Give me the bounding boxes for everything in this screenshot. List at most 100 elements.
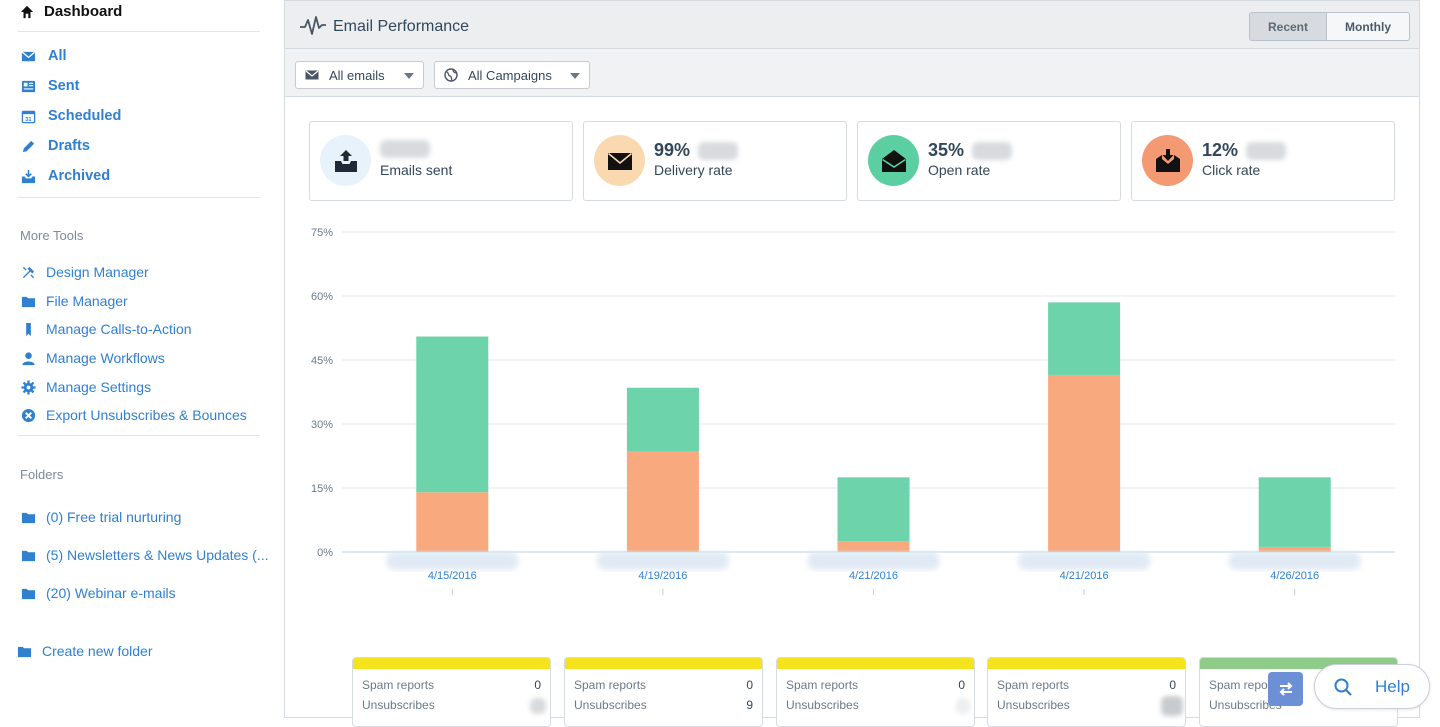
filter-bar: All emails All Campaigns: [285, 49, 1419, 97]
folder-item[interactable]: (5) Newsletters & News Updates (...: [20, 547, 269, 563]
dashboard-label: Dashboard: [44, 3, 123, 20]
toggle-recent-button[interactable]: Recent: [1249, 12, 1327, 41]
stat-label: Open rate: [928, 162, 991, 178]
sidebar-item-drafts[interactable]: Drafts: [20, 138, 90, 154]
redacted-email-name: [1228, 552, 1361, 570]
sidebar: Dashboard All Sent 31 Scheduled Drafts A…: [0, 0, 280, 718]
folder-item[interactable]: (20) Webinar e-mails: [20, 585, 176, 601]
stat-label: Click rate: [1202, 162, 1261, 178]
y-tick-label: 15%: [311, 483, 333, 495]
spam-reports-value: 0: [958, 678, 965, 692]
folder-label: (0) Free trial nurturing: [46, 509, 182, 525]
spam-reports-value: 0: [1169, 678, 1176, 692]
bar: [1048, 374, 1121, 552]
folder-icon: [20, 293, 36, 309]
spam-reports-label: Spam reports: [786, 678, 859, 692]
sidebar-tool-settings[interactable]: Manage Settings: [20, 379, 151, 395]
performance-chart: 75% 60% 45% 30% 15% 0% 4/15/2016 4/19/2016 4/21/…: [311, 227, 1395, 595]
email-stats-box[interactable]: Spam reports 0 Unsubscribes: [776, 657, 975, 727]
svg-text:31: 31: [25, 117, 31, 123]
help-button[interactable]: Help: [1314, 664, 1430, 709]
y-tick-label: 75%: [311, 227, 333, 239]
folder-icon: [20, 547, 36, 563]
status-band: [1200, 658, 1397, 669]
bar: [626, 451, 699, 552]
envelope-closed-icon: [607, 152, 632, 170]
sidebar-tool-export[interactable]: Export Unsubscribes & Bounces: [20, 407, 247, 423]
folder-label: (5) Newsletters & News Updates (...: [46, 547, 269, 563]
create-folder-label: Create new folder: [42, 643, 153, 659]
panel-title: Email Performance: [333, 18, 470, 35]
campaign-filter-dropdown[interactable]: All Campaigns: [434, 61, 590, 89]
folder-icon: [20, 509, 36, 525]
sidebar-item-label: Archived: [48, 168, 111, 184]
caret-down-icon: [404, 73, 414, 79]
folder-label: (20) Webinar e-mails: [46, 585, 176, 601]
sidebar-tool-file-manager[interactable]: File Manager: [20, 293, 128, 309]
help-label: Help: [1375, 676, 1410, 696]
stat-card-emails-sent: Emails sent: [309, 121, 573, 201]
stat-circle: [1142, 135, 1193, 186]
sidebar-item-label: File Manager: [46, 293, 128, 309]
bar: [416, 492, 489, 552]
caret-down-icon: [570, 73, 580, 79]
folder-item[interactable]: (0) Free trial nurturing: [20, 509, 181, 525]
stat-label: Delivery rate: [654, 162, 733, 178]
x-tick-label: 4/21/2016: [849, 570, 898, 582]
status-band: [565, 658, 762, 669]
stat-card-delivery-rate: 99% Delivery rate: [583, 121, 847, 201]
unsubscribes-label: Unsubscribes: [1209, 698, 1282, 712]
envelope-open-icon: [881, 149, 906, 172]
redacted-value: [1161, 696, 1183, 716]
newspaper-icon: [20, 78, 36, 94]
sidebar-tool-ctas[interactable]: Manage Calls-to-Action: [20, 321, 192, 337]
swap-arrows-icon: [1279, 682, 1292, 696]
stat-label: Emails sent: [380, 162, 453, 178]
sidebar-item-label: Manage Workflows: [46, 350, 165, 366]
home-icon: [20, 5, 34, 18]
inbox-upload-icon: [334, 149, 357, 172]
y-tick-label: 60%: [311, 291, 333, 303]
bar: [626, 387, 699, 452]
email-stats-box[interactable]: Spam reports 0 Unsubscribes 9: [564, 657, 763, 727]
search-icon: [1334, 678, 1352, 696]
email-stats-box[interactable]: Spam reports 0 Unsubscribes: [987, 657, 1186, 727]
bar: [416, 336, 489, 493]
stat-circle: [320, 135, 371, 186]
sidebar-item-sent[interactable]: Sent: [20, 78, 79, 94]
bar: [1258, 477, 1331, 547]
email-filter-dropdown[interactable]: All emails: [295, 61, 424, 89]
email-stats-box[interactable]: Spam reports 0 Unsubscribes: [352, 657, 551, 727]
create-folder-link[interactable]: Create new folder: [16, 643, 153, 659]
folder-icon: [20, 585, 36, 601]
unsubscribes-label: Unsubscribes: [786, 698, 859, 712]
sidebar-item-archived[interactable]: Archived: [20, 168, 110, 184]
toggle-monthly-button[interactable]: Monthly: [1326, 12, 1410, 41]
x-tick-label: 4/19/2016: [638, 570, 687, 582]
dashboard-link[interactable]: Dashboard: [20, 3, 122, 20]
unsubscribes-value: 9: [746, 698, 753, 712]
redacted-email-name: [807, 552, 940, 570]
sidebar-item-label: Export Unsubscribes & Bounces: [46, 407, 247, 423]
sidebar-item-label: Drafts: [48, 138, 90, 154]
sidebar-item-all[interactable]: All: [20, 48, 67, 64]
gear-icon: [20, 379, 36, 395]
folders-heading: Folders: [20, 467, 64, 482]
stat-value: 12%: [1202, 140, 1239, 160]
globe-icon: [444, 68, 458, 82]
redacted-value: [380, 140, 430, 158]
stat-circle: [868, 135, 919, 186]
divider: [18, 31, 260, 32]
sidebar-tool-design-manager[interactable]: Design Manager: [20, 264, 149, 280]
sidebar-tool-workflows[interactable]: Manage Workflows: [20, 350, 165, 366]
spam-reports-value: 0: [746, 678, 753, 692]
sidebar-item-scheduled[interactable]: 31 Scheduled: [20, 108, 121, 124]
pulse-icon: [300, 16, 326, 35]
spam-reports-label: Spam repor: [1209, 678, 1272, 692]
swap-button[interactable]: [1268, 672, 1303, 706]
stat-card-click-rate: 12% Click rate: [1131, 121, 1395, 201]
stat-card-open-rate: 35% Open rate: [857, 121, 1121, 201]
more-tools-heading: More Tools: [20, 228, 84, 243]
calendar-icon: 31: [20, 108, 36, 124]
email-filter-value: All emails: [329, 67, 385, 83]
